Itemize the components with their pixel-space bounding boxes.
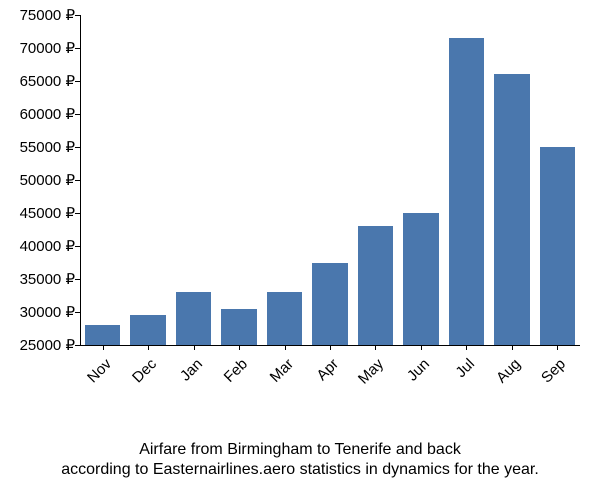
x-tick-mark xyxy=(148,345,149,350)
y-tick-label: 65000 ₽ xyxy=(20,72,75,90)
y-tick-mark xyxy=(75,312,80,313)
x-tick-label: Aug xyxy=(486,355,523,392)
x-tick-mark xyxy=(375,345,376,350)
y-tick-label: 45000 ₽ xyxy=(20,204,75,222)
x-tick-label: Jan xyxy=(168,355,205,392)
bar xyxy=(494,74,529,345)
y-tick-label: 25000 ₽ xyxy=(20,336,75,354)
y-tick-mark xyxy=(75,246,80,247)
y-tick-label: 50000 ₽ xyxy=(20,171,75,189)
y-tick-mark xyxy=(75,147,80,148)
bar xyxy=(267,292,302,345)
x-tick-mark xyxy=(512,345,513,350)
y-tick-label: 70000 ₽ xyxy=(20,39,75,57)
y-tick-mark xyxy=(75,213,80,214)
plot-area xyxy=(80,15,580,345)
x-tick-label: May xyxy=(350,355,387,392)
x-tick-mark xyxy=(330,345,331,350)
y-tick-label: 40000 ₽ xyxy=(20,237,75,255)
bar xyxy=(85,325,120,345)
y-tick-mark xyxy=(75,180,80,181)
bar xyxy=(221,309,256,345)
x-tick-label: Sep xyxy=(532,355,569,392)
x-tick-mark xyxy=(103,345,104,350)
y-tick-mark xyxy=(75,345,80,346)
x-tick-label: Apr xyxy=(305,355,342,392)
chart-container: 25000 ₽30000 ₽35000 ₽40000 ₽45000 ₽50000… xyxy=(80,15,580,395)
y-tick-mark xyxy=(75,48,80,49)
x-tick-mark xyxy=(194,345,195,350)
x-tick-mark xyxy=(239,345,240,350)
x-tick-label: Feb xyxy=(214,355,251,392)
caption-line2: according to Easternairlines.aero statis… xyxy=(0,460,600,481)
bar xyxy=(176,292,211,345)
caption-line1: Airfare from Birmingham to Tenerife and … xyxy=(0,440,600,461)
y-tick-label: 35000 ₽ xyxy=(20,270,75,288)
x-tick-mark xyxy=(557,345,558,350)
y-tick-label: 55000 ₽ xyxy=(20,138,75,156)
bar xyxy=(358,226,393,345)
x-tick-label: Dec xyxy=(123,355,160,392)
bar xyxy=(312,263,347,346)
bar xyxy=(449,38,484,345)
x-tick-mark xyxy=(285,345,286,350)
bar xyxy=(130,315,165,345)
bar xyxy=(540,147,575,345)
x-tick-label: Mar xyxy=(259,355,296,392)
x-tick-label: Jul xyxy=(441,355,478,392)
bar xyxy=(403,213,438,345)
y-tick-label: 30000 ₽ xyxy=(20,303,75,321)
x-tick-mark xyxy=(466,345,467,350)
x-tick-mark xyxy=(421,345,422,350)
y-tick-mark xyxy=(75,279,80,280)
y-tick-label: 60000 ₽ xyxy=(20,105,75,123)
x-tick-label: Jun xyxy=(395,355,432,392)
y-tick-mark xyxy=(75,15,80,16)
y-tick-mark xyxy=(75,81,80,82)
x-tick-label: Nov xyxy=(77,355,114,392)
y-tick-label: 75000 ₽ xyxy=(20,6,75,24)
y-tick-mark xyxy=(75,114,80,115)
